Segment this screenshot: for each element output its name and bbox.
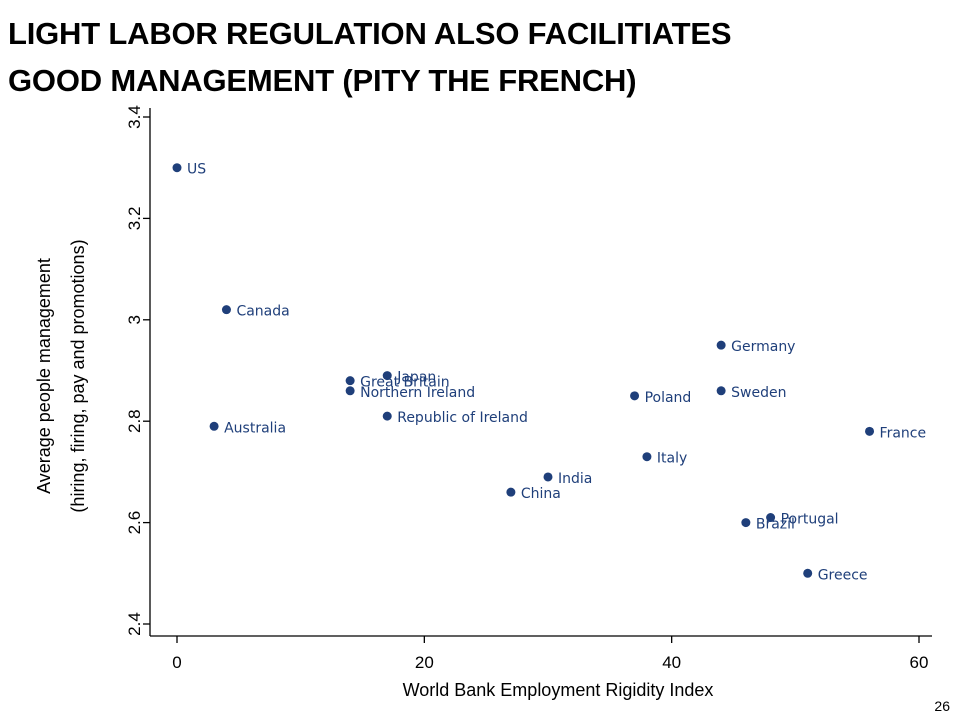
- data-point: [209, 421, 219, 431]
- x-tick-label: 60: [910, 653, 929, 672]
- slide-title-line-2: GOOD MANAGEMENT (PITY THE FRENCH): [8, 63, 637, 98]
- data-point: [716, 340, 726, 350]
- data-point: [382, 371, 392, 381]
- data-point: [506, 487, 516, 497]
- x-ticks: 0 20 40 60: [172, 636, 928, 672]
- y-axis-title-line-2: (hiring, firing, pay and promotions): [68, 239, 88, 512]
- y-tick-label: 3.4: [125, 105, 144, 129]
- point-label: Italy: [657, 451, 687, 467]
- slide-title: LIGHT LABOR REGULATION ALSO FACILITIATES…: [8, 10, 732, 104]
- y-axis-title-line-1: Average people management: [34, 258, 54, 494]
- point-label: Canada: [236, 304, 289, 320]
- point-label: Greece: [818, 567, 868, 583]
- y-tick-label: 2.8: [125, 409, 144, 433]
- point-label: Brazil: [756, 517, 795, 533]
- data-point: [221, 305, 231, 315]
- data-point: [543, 472, 553, 482]
- point-label: Japan: [396, 370, 436, 386]
- y-ticks: 2.4 2.6 2.8 3 3.2 3.4: [125, 105, 150, 636]
- data-point: [716, 386, 726, 396]
- data-point: [172, 163, 182, 173]
- data-point: [642, 452, 652, 462]
- point-label: France: [880, 425, 927, 441]
- y-tick-label: 3.2: [125, 207, 144, 231]
- point-label: India: [558, 471, 592, 487]
- y-axis-title: Average people management (hiring, firin…: [34, 239, 88, 512]
- point-label: Germany: [731, 339, 795, 355]
- point-label: Portugal: [781, 512, 839, 528]
- x-axis-title: World Bank Employment Rigidity Index: [403, 680, 714, 700]
- point-label: Sweden: [731, 385, 786, 401]
- x-tick-label: 20: [415, 653, 434, 672]
- chart-axes: [149, 108, 932, 637]
- y-tick-label: 2.4: [125, 612, 144, 636]
- point-label: China: [521, 486, 561, 502]
- point-label: Australia: [224, 420, 286, 436]
- x-tick-label: 0: [172, 653, 181, 672]
- x-tick-label: 40: [662, 653, 681, 672]
- slide-title-line-1: LIGHT LABOR REGULATION ALSO FACILITIATES: [8, 16, 732, 51]
- data-point: [865, 426, 875, 436]
- point-label: Poland: [645, 390, 692, 406]
- data-point: [766, 513, 776, 523]
- data-point: [741, 518, 751, 528]
- y-tick-label: 2.6: [125, 511, 144, 535]
- data-point: [630, 391, 640, 401]
- point-label: US: [187, 162, 206, 178]
- data-point: [803, 568, 813, 578]
- data-point: [382, 411, 392, 421]
- point-label: Northern Ireland: [360, 385, 475, 401]
- y-tick-label: 3: [125, 315, 144, 324]
- point-label: Republic of Ireland: [397, 410, 528, 426]
- data-point: [345, 386, 355, 396]
- point-label: Great Britain: [360, 375, 450, 391]
- data-point: [345, 376, 355, 386]
- page-number: 26: [934, 698, 950, 714]
